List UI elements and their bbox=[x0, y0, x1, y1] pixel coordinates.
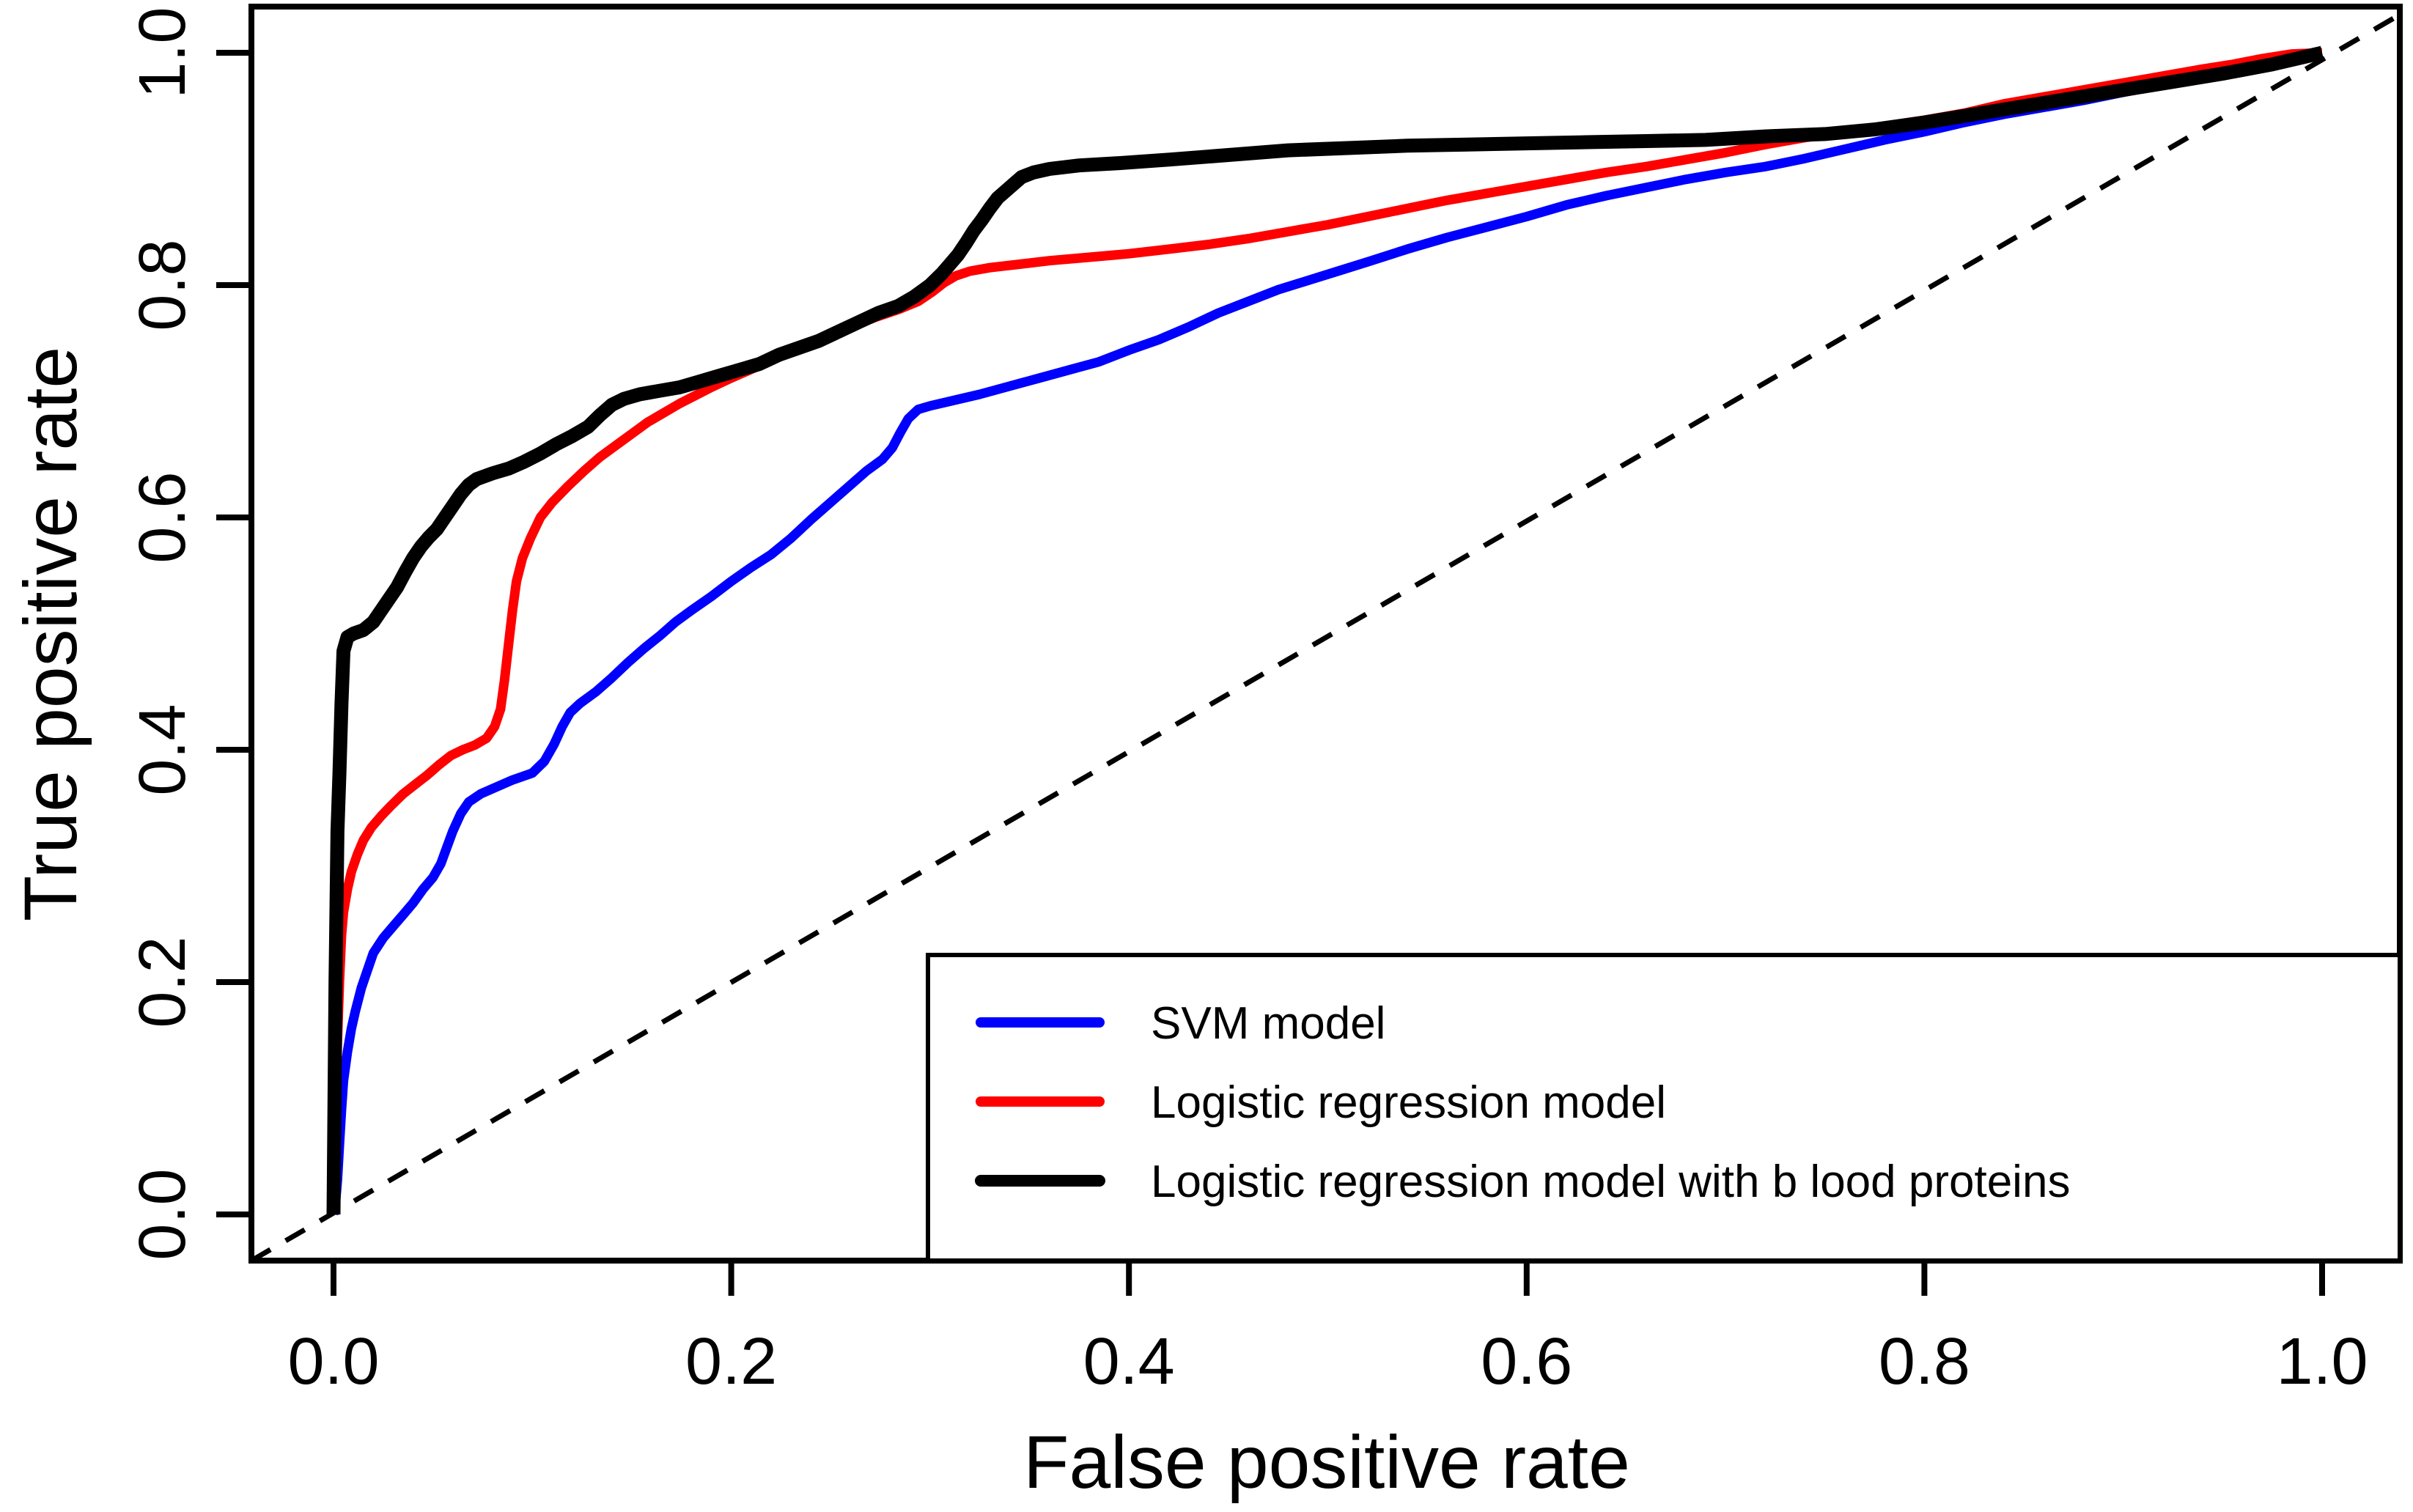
diagonal-reference-line bbox=[250, 12, 2401, 1264]
y-tick-label: 1.0 bbox=[126, 7, 199, 98]
legend-item-label: Logistic regression model bbox=[1151, 1077, 1666, 1128]
legend-box bbox=[926, 953, 2402, 1263]
y-axis-ticks bbox=[216, 50, 251, 1217]
x-tick-label: 0.2 bbox=[685, 1325, 777, 1398]
legend-item-label: Logistic regression model with b lood pr… bbox=[1151, 1157, 2070, 1207]
y-axis-tick-labels: 0.0 0.2 0.4 0.6 0.8 1.0 bbox=[126, 7, 199, 1260]
y-axis-title: True positive rate bbox=[9, 347, 92, 921]
x-axis-title: False positive rate bbox=[1023, 1420, 1630, 1504]
y-tick-label: 0.6 bbox=[126, 471, 199, 563]
x-axis-ticks bbox=[331, 1261, 2325, 1296]
y-tick-label: 0.2 bbox=[126, 936, 199, 1028]
y-tick-label: 0.0 bbox=[126, 1168, 199, 1260]
series-lines bbox=[326, 45, 2324, 1216]
y-tick-label: 0.4 bbox=[126, 704, 199, 795]
x-axis-tick-labels: 0.0 0.2 0.4 0.6 0.8 1.0 bbox=[287, 1325, 2368, 1398]
x-tick-label: 0.6 bbox=[1481, 1325, 1572, 1398]
x-tick-label: 0.4 bbox=[1083, 1325, 1175, 1398]
x-tick-label: 1.0 bbox=[2276, 1325, 2368, 1398]
legend-item-label: SVM model bbox=[1151, 998, 1385, 1049]
roc-curve-3 bbox=[326, 45, 2324, 1215]
x-tick-label: 0.0 bbox=[287, 1325, 379, 1398]
x-tick-label: 0.8 bbox=[1879, 1325, 1970, 1398]
y-tick-label: 0.8 bbox=[126, 239, 199, 331]
legend-items: SVM model Logistic regression model Logist… bbox=[975, 998, 2070, 1207]
roc-curve-1 bbox=[328, 48, 2324, 1216]
legend: SVM model Logistic regression model Logist… bbox=[926, 953, 2402, 1263]
